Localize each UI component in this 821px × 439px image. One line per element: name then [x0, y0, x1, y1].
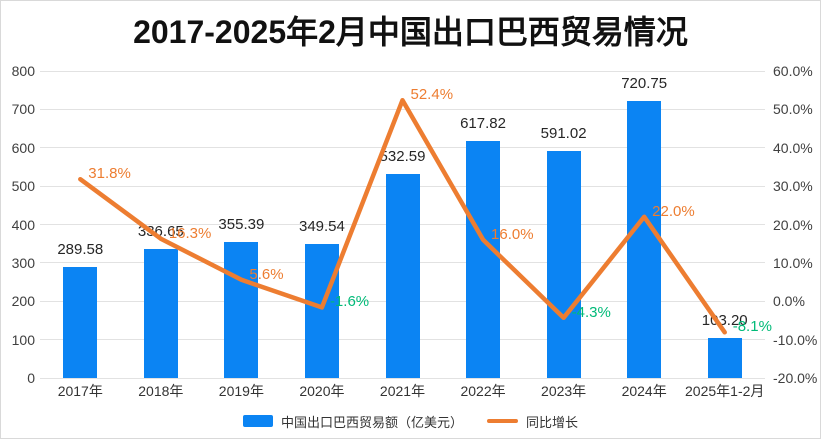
legend-bar-swatch-icon — [242, 415, 273, 427]
y-axis-tick-left: 800 — [11, 63, 35, 79]
gridline — [40, 377, 765, 379]
bar — [385, 173, 420, 378]
y-axis-tick-right: 20.0% — [773, 216, 813, 233]
x-axis-label: 2022年 — [460, 383, 506, 399]
line-point-label: 31.8% — [88, 165, 131, 183]
bar — [143, 248, 178, 378]
x-axis-label: 2019年 — [218, 383, 264, 399]
gridline — [40, 147, 765, 149]
bar — [707, 338, 742, 378]
trend-line-path — [78, 97, 727, 335]
bar — [546, 151, 581, 378]
y-axis-tick-left: 600 — [11, 139, 35, 156]
y-axis-tick-left: 0 — [27, 370, 35, 386]
y-axis-tick-right: 10.0% — [773, 254, 813, 271]
legend-line-swatch-icon — [487, 419, 518, 423]
x-axis-label: 2017年 — [57, 383, 103, 399]
y-axis-tick-left: 700 — [11, 101, 35, 118]
legend: 中国出口巴西贸易额（亿美元） 同比增长 — [1, 411, 820, 431]
x-axis-label: 2021年 — [379, 383, 426, 399]
line-point-label: 16.0% — [491, 225, 534, 243]
line-point-label: -8.1% — [732, 318, 772, 336]
bar-value-label: 720.75 — [621, 75, 668, 93]
bar — [304, 243, 339, 378]
bar — [466, 140, 501, 378]
chart-title: 2017-2025年2月中国出口巴西贸易情况 — [133, 14, 688, 50]
y-axis-tick-right: 0.0% — [773, 293, 805, 310]
x-axis-label: 2018年 — [138, 383, 184, 399]
gridline — [40, 108, 765, 110]
y-axis-tick-left: 400 — [11, 216, 35, 233]
bar-value-label: 355.39 — [218, 215, 265, 233]
bar-value-label: 617.82 — [460, 114, 506, 132]
y-axis-tick-right: -20.0% — [773, 370, 818, 386]
y-axis-tick-left: 200 — [11, 293, 35, 310]
y-axis-tick-right: 30.0% — [773, 178, 813, 195]
legend-line-label: 同比增长 — [526, 414, 579, 430]
y-axis-tick-right: -10.0% — [773, 331, 818, 348]
bar — [224, 241, 259, 378]
legend-bar-label: 中国出口巴西贸易额（亿美元） — [280, 414, 463, 430]
x-axis-label: 2024年 — [621, 383, 667, 399]
y-axis-tick-right: 60.0% — [773, 63, 813, 79]
y-axis-tick-left: 100 — [11, 331, 35, 348]
y-axis-tick-left: 500 — [11, 178, 35, 195]
line-point-label: -1.6% — [329, 293, 370, 311]
gridline — [40, 70, 765, 72]
line-point-label: -4.3% — [571, 303, 611, 321]
bar — [63, 266, 98, 378]
y-axis-tick-right: 50.0% — [773, 101, 813, 118]
line-point-label: 52.4% — [410, 86, 454, 104]
line-point-label: 22.0% — [652, 202, 695, 220]
bar-value-label: 591.02 — [540, 125, 587, 143]
y-axis-tick-left: 300 — [11, 254, 35, 271]
line-point-label: 5.6% — [249, 265, 284, 283]
trend-line — [78, 97, 727, 335]
x-axis-label: 2020年 — [299, 383, 345, 399]
y-axis-tick-right: 40.0% — [773, 139, 813, 156]
bar-value-label: 349.54 — [298, 217, 345, 235]
bar-value-label: 289.58 — [57, 240, 104, 258]
x-axis-label: 2025年1-2月 — [685, 383, 765, 399]
x-axis-label: 2023年 — [541, 383, 587, 399]
line-point-label: 16.3% — [168, 224, 212, 242]
bar-value-label: 532.59 — [379, 147, 426, 165]
bar — [627, 101, 662, 378]
